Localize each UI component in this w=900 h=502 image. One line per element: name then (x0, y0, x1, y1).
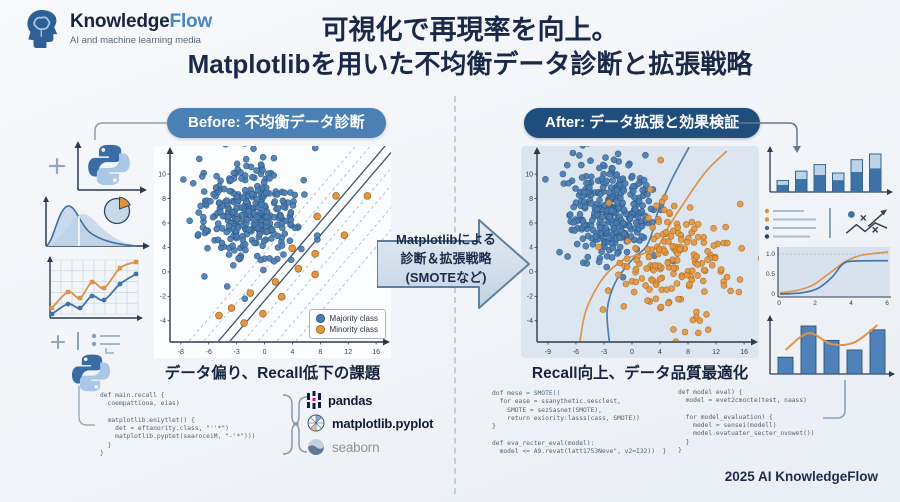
legend-item-minority: Minority class (316, 324, 378, 335)
svg-text:12: 12 (712, 349, 720, 356)
brand-dark: Knowledge (70, 11, 170, 33)
svg-text:4: 4 (290, 349, 294, 356)
svg-text:4: 4 (658, 349, 662, 356)
svg-text:8: 8 (318, 349, 322, 356)
svg-text:6: 6 (885, 300, 889, 307)
svg-text:0: 0 (529, 269, 533, 276)
legend-item-majority: Majority class (316, 313, 378, 324)
brand-tagline: AI and machine learning media (70, 34, 201, 46)
svg-text:8: 8 (529, 196, 533, 203)
matplotlib-icon (307, 414, 325, 432)
svg-text:-8: -8 (178, 349, 184, 356)
svg-text:-2: -2 (527, 294, 533, 301)
line-grid-chart-icon (47, 256, 143, 321)
svg-text:4: 4 (529, 245, 533, 252)
roc-curve-chart: 1.0 0.5 00 2 4 6 (766, 247, 891, 307)
legend-and-trend-icons (762, 206, 896, 240)
bar-chart-growth-icon (767, 146, 893, 195)
svg-text:0.5: 0.5 (766, 271, 775, 278)
svg-text:-2: -2 (160, 294, 166, 301)
svg-text:-3: -3 (601, 349, 607, 356)
before-code-block: def main.recall { coempattiooa, eias) ma… (100, 392, 256, 458)
after-caption: Recall向上、データ品質最適化 (531, 365, 749, 382)
minority-dot (316, 325, 325, 334)
svg-text:10: 10 (158, 171, 166, 178)
seaborn-icon (308, 439, 324, 455)
brand-head-icon (27, 10, 58, 48)
svg-text:-9: -9 (545, 349, 551, 356)
svg-text:6: 6 (162, 220, 166, 227)
svg-text:-4: -4 (527, 318, 533, 325)
svg-text:-6: -6 (206, 349, 212, 356)
after-code-block-1: dof mese = SMOTE(( for ease = ssanytheti… (492, 390, 667, 456)
svg-text:-3: -3 (234, 349, 240, 356)
pandas-icon (307, 391, 321, 409)
svg-text:8: 8 (162, 196, 166, 203)
after-pill: After: データ拡張と効果検証 (524, 108, 761, 138)
page-title: 可視化で再現率を向上。 Matplotlibを用いた不均衡データ診断と拡張戦略 (120, 14, 820, 80)
distribution-pie-icon (43, 196, 150, 250)
before-scatter-plot: -8 -6 -3 0 4 8 12 16 10 8 6 4 0 -2 -4 Majority class M… (154, 146, 391, 358)
svg-text:4: 4 (162, 245, 166, 252)
center-divider (454, 96, 456, 494)
code-right-brace (282, 394, 300, 455)
brand-accent: Flow (169, 11, 213, 33)
library-item-matplotlib: matplotlib.pyplot (307, 414, 434, 432)
majority-dot (316, 314, 325, 323)
svg-text:2: 2 (813, 300, 817, 307)
svg-text:0: 0 (777, 300, 781, 307)
scatter-legend: Majority class Minority class (309, 309, 386, 339)
svg-text:10: 10 (525, 171, 533, 178)
svg-text:1.0: 1.0 (766, 251, 775, 258)
icon-divider (829, 208, 831, 238)
svg-text:16: 16 (372, 349, 380, 356)
svg-text:16: 16 (740, 349, 748, 356)
before-caption: データ偏り、Recall低下の課題 (164, 365, 381, 382)
before-pill: Before: 不均衡データ診断 (167, 108, 386, 138)
code-bracket-connector (823, 380, 846, 419)
after-code-block-2: def model eval) { model = evet2cmocte(te… (678, 389, 815, 455)
title-line-1: 可視化で再現率を向上。 (321, 15, 619, 45)
after-scatter-svg: -9 -6 -3 0 4 8 12 16 10 8 6 4 0 -2 -4 (525, 146, 759, 356)
footer-credit: 2025 AI KnowledgeFlow (724, 469, 878, 484)
before-pill-connector (94, 122, 167, 140)
svg-text:0: 0 (263, 349, 267, 356)
before-scatter-svg: -8 -6 -3 0 4 8 12 16 10 8 6 4 0 -2 -4 (158, 146, 391, 356)
center-arrow-text: Matplotlibによる 診断＆拡張戦略 (SMOTEなど) (396, 232, 496, 285)
python-axes-icon (48, 141, 147, 194)
legend-lines-icon (764, 208, 816, 239)
svg-text:12: 12 (344, 349, 352, 356)
svg-text:0: 0 (771, 291, 775, 298)
svg-text:-4: -4 (160, 318, 166, 325)
svg-text:4: 4 (849, 300, 853, 307)
after-scatter-plot: -9 -6 -3 0 4 8 12 16 10 8 6 4 0 -2 -4 (521, 146, 759, 358)
library-item-seaborn: seaborn (307, 438, 380, 456)
title-line-2: Matplotlibを用いた不均衡データ診断と拡張戦略 (187, 48, 753, 79)
python-list-icon (51, 332, 120, 392)
libs-left-brace (292, 396, 308, 453)
svg-text:6: 6 (529, 220, 533, 227)
logo: KnowledgeFlow AI and machine learning me… (24, 8, 212, 50)
scatter-trend-icon (845, 209, 888, 234)
svg-text:-6: -6 (573, 349, 579, 356)
svg-text:0: 0 (630, 349, 634, 356)
svg-text:8: 8 (686, 349, 690, 356)
svg-text:0: 0 (162, 269, 166, 276)
bar-chart-trend-icon (767, 315, 895, 377)
library-item-pandas: pandas (307, 391, 373, 409)
center-arrow (377, 219, 530, 309)
brand-text: KnowledgeFlow (70, 11, 213, 33)
